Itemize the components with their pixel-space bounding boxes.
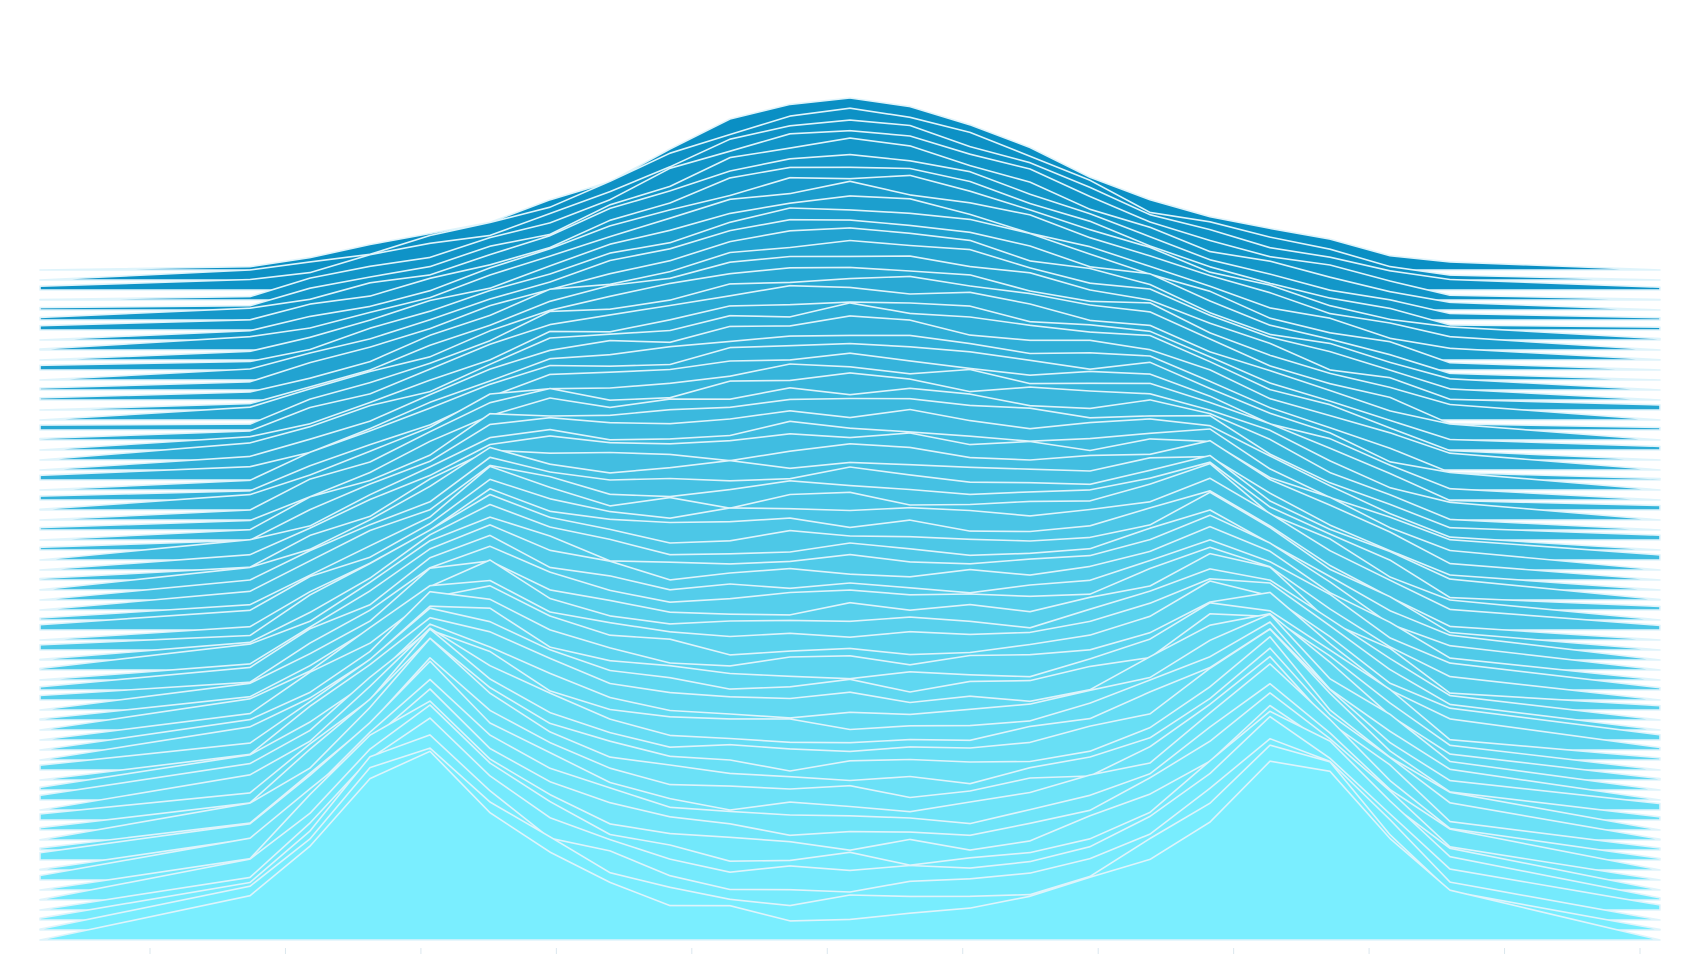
x-ticks (149, 948, 1641, 954)
ridge-layers (39, 97, 1661, 941)
ridge-layer-67 (39, 750, 1661, 941)
